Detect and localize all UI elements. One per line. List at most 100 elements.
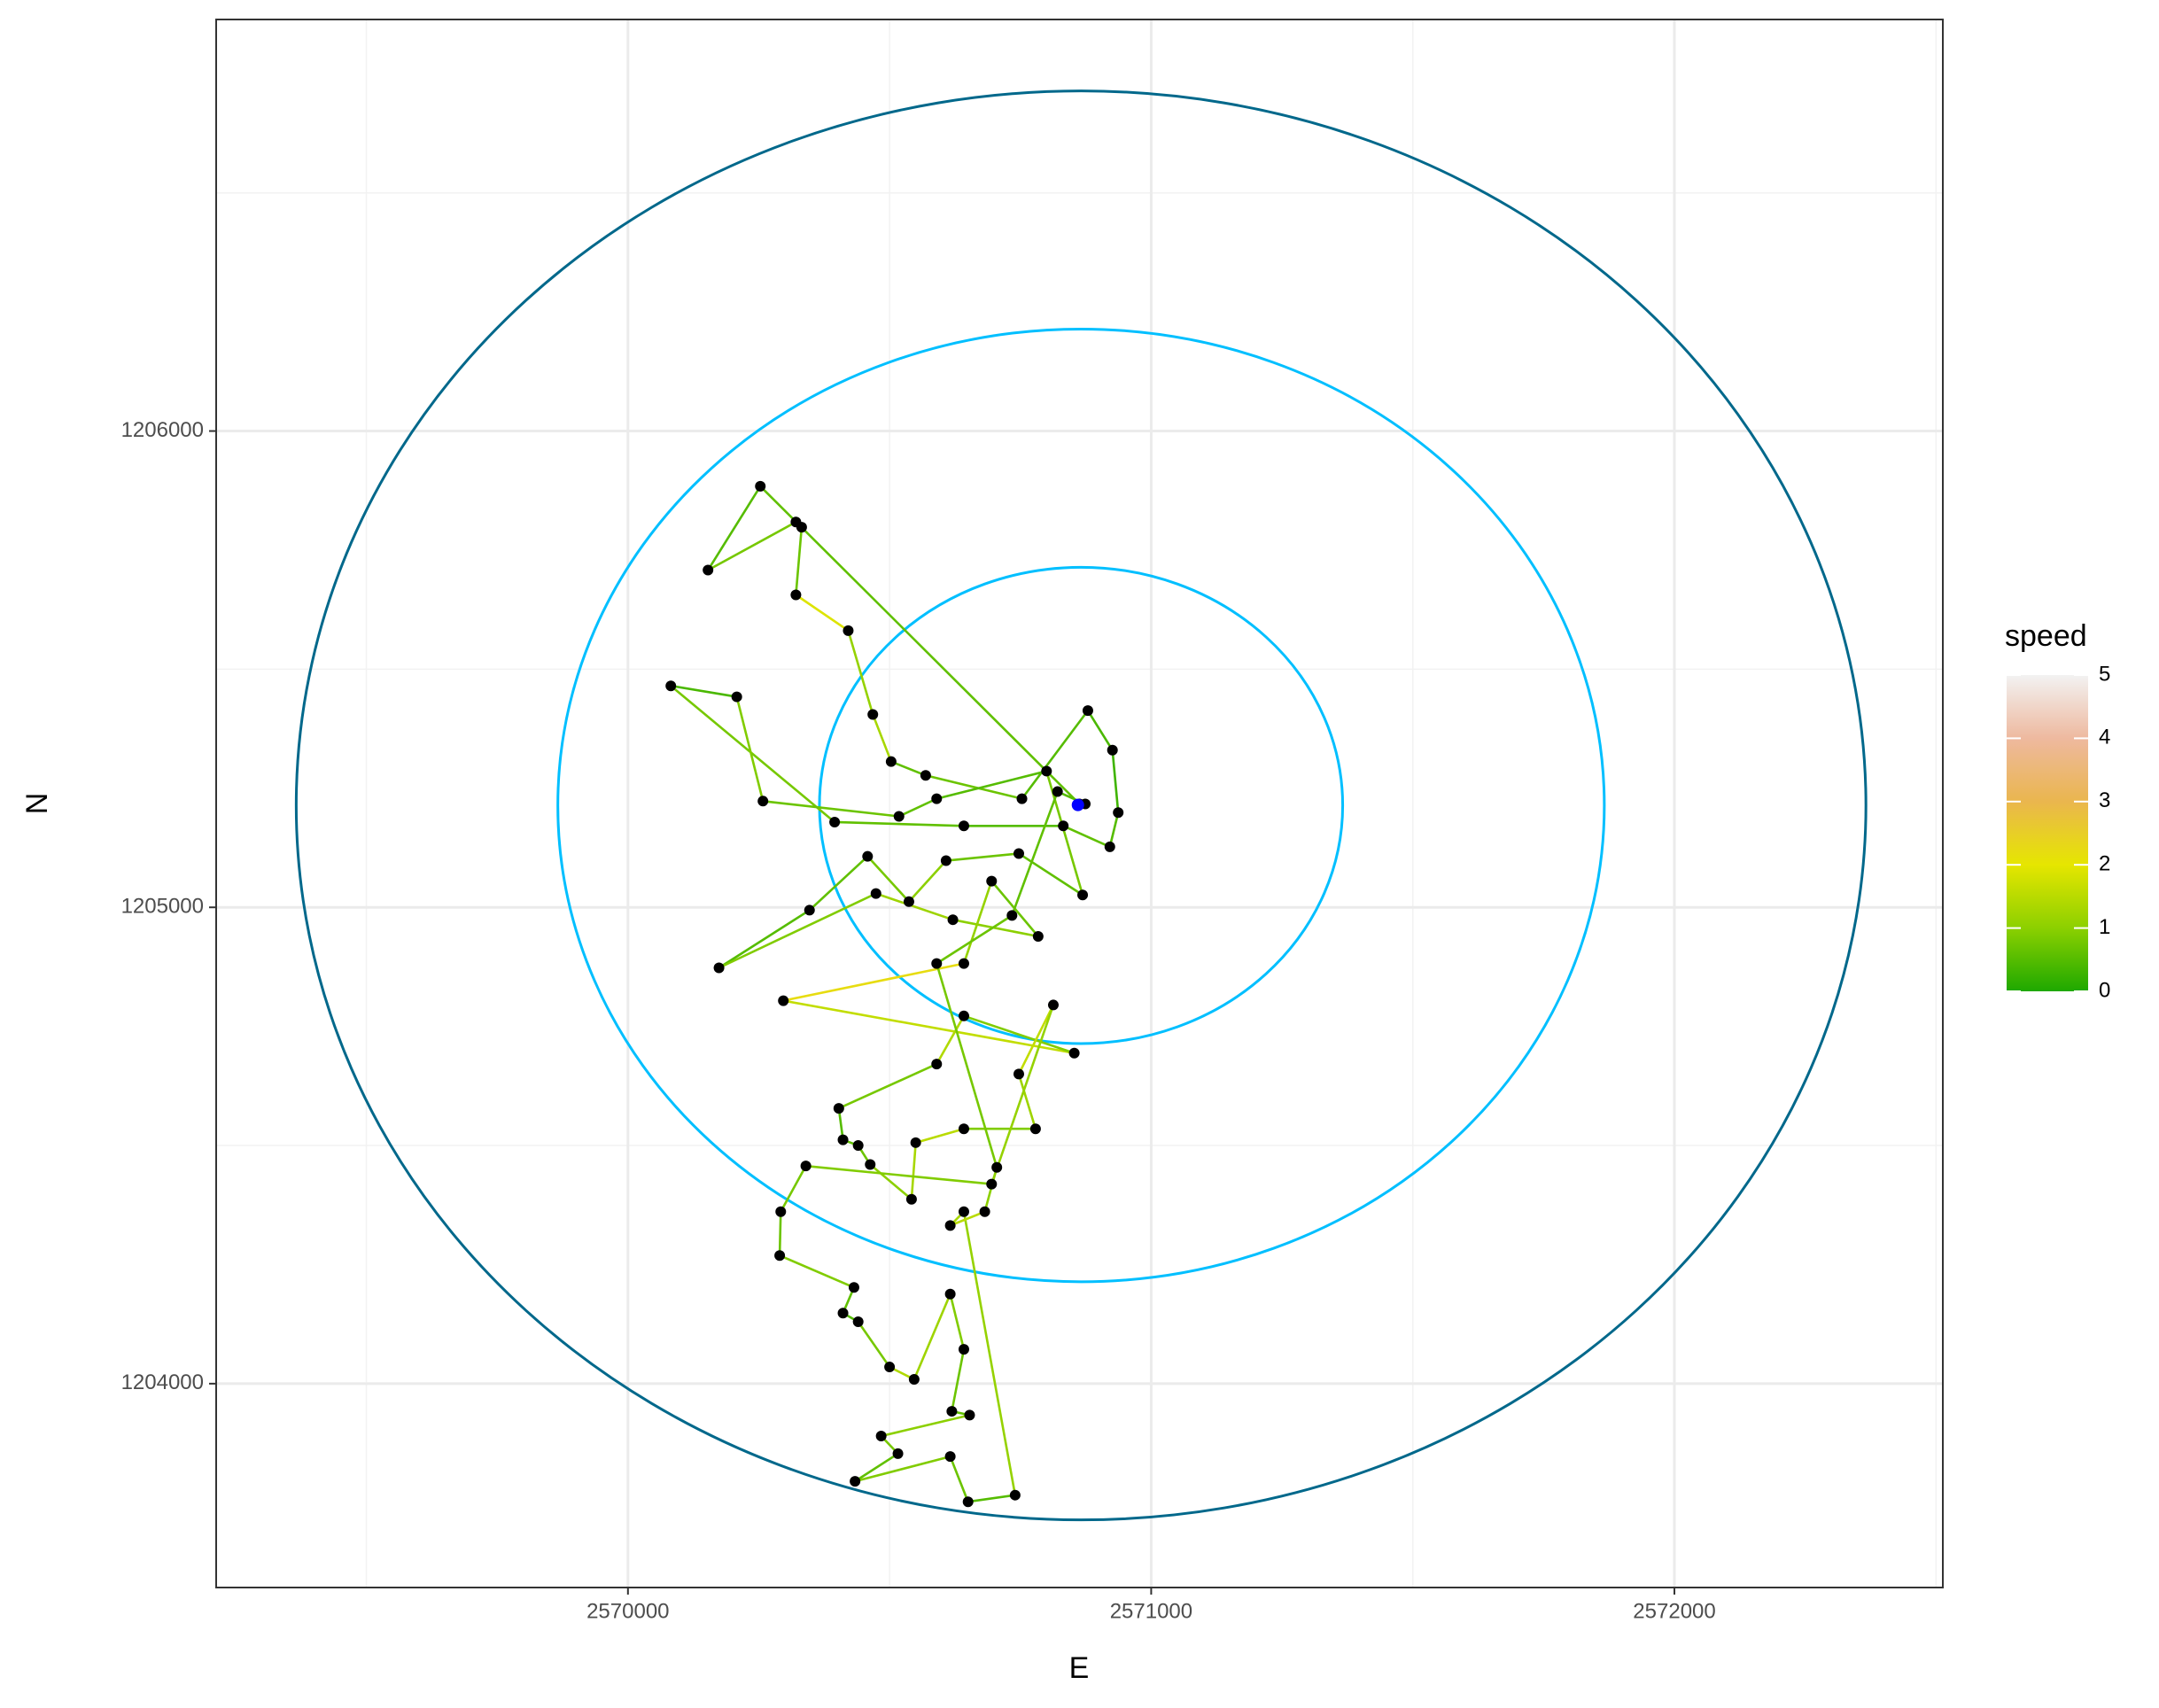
plot-layer [294,89,1868,1522]
track-point [862,850,874,862]
track-point [870,888,881,899]
track-point [1113,807,1124,819]
track-point [991,1161,1003,1173]
track-segment [1111,749,1120,813]
track-point [1006,910,1018,921]
track-point [958,1206,969,1217]
track-point [905,1193,917,1205]
track-point [1041,765,1052,777]
track-point [796,522,807,533]
track-point [947,914,959,926]
track-point [848,1282,859,1293]
track-point [1047,999,1059,1011]
track-segment [950,1210,986,1227]
legend-tick-label: 0 [2099,978,2110,1002]
y-tick-label: 1204000 [121,1370,204,1394]
track-point [1029,1123,1041,1135]
track-point [944,1220,956,1231]
track-segment [952,918,1039,938]
legend-tick-label: 1 [2099,915,2110,939]
track-point [920,770,931,781]
track-point [790,589,802,601]
track-point [1077,889,1089,901]
track-segment [936,914,1013,965]
track-segment [875,892,953,921]
track-segment [907,859,947,903]
track-segment [779,1254,855,1289]
track-segment [763,800,899,818]
y-tick-label: 1206000 [121,418,204,442]
track-point [731,691,742,703]
track-point [903,896,914,907]
track-segment [1018,852,1083,897]
track-point [1009,1489,1021,1501]
legend-tick-label: 2 [2099,852,2110,876]
track-point [837,1134,849,1145]
track-segment [1108,811,1120,848]
track-segment [707,521,797,571]
y-axis-title: N [20,793,54,815]
range-circle [294,89,1868,1522]
track-point [800,1161,812,1172]
track-segment [854,1452,899,1483]
track-point [931,958,943,969]
track-segment [983,1167,998,1213]
track-segment [962,1211,1017,1495]
track-point [979,1206,990,1217]
track-segment [936,1015,966,1065]
track-segment [1017,1004,1055,1075]
track-point [852,1316,864,1327]
track-segment [847,630,874,715]
track-point [1013,1068,1024,1080]
track-point [1016,793,1028,804]
track-point [833,1103,844,1114]
track-point [804,904,815,916]
track-segment [670,685,835,823]
track-point [1107,744,1118,756]
track-point [958,1344,969,1355]
track-segment [990,1005,1055,1185]
track-point [757,796,769,807]
highlight-point [1071,798,1084,811]
track-segment [925,774,1022,800]
track-segment [945,852,1020,862]
range-circle [556,327,1606,1284]
track-segment [866,855,910,903]
track-point [958,1123,969,1135]
track-point [892,1448,904,1459]
track-segment [936,770,1047,800]
legend-title: speed [2005,619,2087,653]
colorbar [2007,675,2088,991]
track-segment [1017,1074,1037,1130]
track-point [774,1250,786,1262]
track-segment [805,1164,992,1185]
x-tick-label: 2572000 [1633,1599,1715,1623]
track-segment [890,760,927,777]
track-segment [1011,791,1059,916]
track-point [829,816,841,827]
track-segment [707,485,762,571]
track-point [852,1140,864,1152]
track-point [775,1206,787,1217]
track-point [1013,848,1024,859]
track-segment [780,1165,807,1213]
track-point [931,793,943,804]
track-segment [1062,825,1111,849]
track-segment [871,713,893,763]
track-segment [838,1062,937,1110]
track-segment [915,1127,965,1145]
track-point [1032,931,1044,943]
track-segment [718,892,877,969]
track-point [910,1137,921,1148]
track-segment [1021,710,1089,800]
track-segment [795,594,850,632]
x-tick-label: 2571000 [1110,1599,1192,1623]
track-segment [718,909,811,969]
track-segment [936,963,998,1168]
track-point [837,1308,849,1319]
track-point [1082,705,1093,717]
track-point [962,1496,974,1508]
track-segment [869,1163,913,1200]
track-point [986,1178,998,1190]
